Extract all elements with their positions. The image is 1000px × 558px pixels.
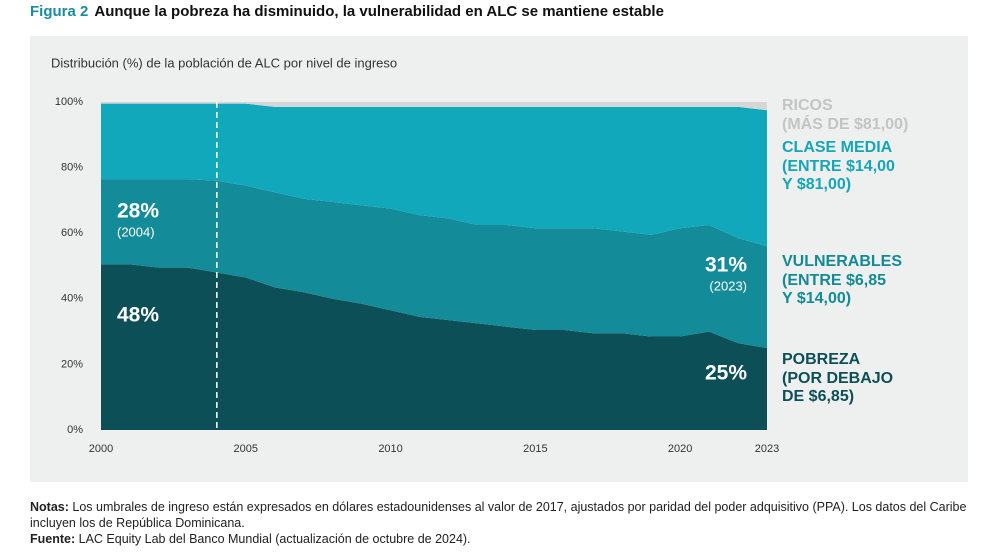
x-tick-label: 2010 (378, 443, 402, 455)
y-tick-label: 60% (61, 227, 83, 239)
y-tick-label: 100% (55, 96, 83, 108)
area (101, 179, 767, 348)
annotation: (2004) (117, 224, 155, 239)
area (101, 103, 767, 247)
annotation: 48% (117, 304, 159, 327)
legend-entry: VULNERABLES (ENTRE $6,85 Y $14,00) (782, 253, 903, 307)
source-text: LAC Equity Lab del Banco Mundial (actual… (75, 532, 471, 546)
source-line: Fuente: LAC Equity Lab del Banco Mundial… (30, 531, 975, 547)
legend-entry: POBREZA (POR DEBAJO DE $6,85) (782, 351, 894, 405)
y-tick-label: 40% (61, 293, 83, 305)
subtitle: Distribución (%) de la población de ALC … (51, 55, 397, 70)
chart: Figura 2 Aunque la pobreza ha disminuido,… (30, 3, 968, 482)
legend-entry: RICOS (MÁS DE $81,00) (782, 97, 909, 133)
annotation: 31% (705, 254, 747, 277)
y-tick-label: 80% (61, 162, 83, 174)
annotation: 28% (117, 200, 159, 223)
y-tick-label: 20% (61, 358, 83, 370)
notes: Notas: Los umbrales de ingreso están exp… (30, 499, 975, 547)
source-label: Fuente: (30, 532, 76, 546)
x-tick-label: 2020 (668, 443, 692, 455)
area (101, 264, 767, 430)
annotation: 25% (705, 362, 747, 385)
x-tick-label: 2005 (234, 443, 258, 455)
notes-line: Notas: Los umbrales de ingreso están exp… (30, 499, 975, 531)
x-tick-label: 2015 (523, 443, 547, 455)
notes-label: Notas: (30, 500, 69, 514)
x-tick-label: 2023 (755, 443, 779, 455)
y-tick-label: 0% (67, 424, 83, 436)
figure-title: Figura 2 Aunque la pobreza ha disminuido,… (30, 3, 664, 20)
x-tick-label: 2000 (89, 443, 113, 455)
annotation: (2023) (709, 278, 747, 293)
legend-entry: CLASE MEDIA (ENTRE $14,00 Y $81,00) (782, 139, 895, 193)
figure-label: Figura 2 (30, 3, 88, 20)
notes-text: Los umbrales de ingreso están expresados… (30, 500, 967, 530)
title: Aunque la pobreza ha disminuido, la vuln… (94, 3, 664, 20)
area (101, 102, 767, 111)
